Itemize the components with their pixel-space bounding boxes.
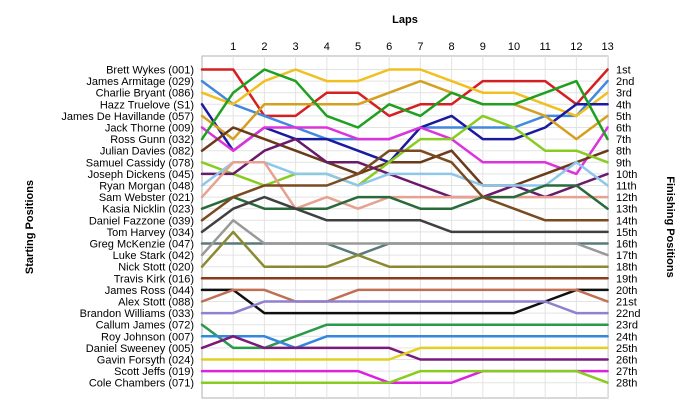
finishing-position-labels: 1st2nd3rd4th5th6th7th8th9th10th11th12th1… bbox=[616, 65, 640, 390]
finishing-position-label: 13th bbox=[616, 204, 637, 216]
series-line-8 bbox=[200, 126, 609, 187]
series-line-17 bbox=[200, 219, 609, 257]
lap-tick-label: 12 bbox=[570, 41, 582, 53]
starting-position-label: Ross Gunn (032) bbox=[110, 134, 194, 146]
lap-tick-label: 1 bbox=[230, 41, 236, 53]
finishing-position-label: 21st bbox=[616, 297, 637, 309]
finishing-position-label: 11th bbox=[616, 181, 637, 193]
lap-tick-label: 13 bbox=[601, 41, 613, 53]
series-line-10 bbox=[200, 137, 609, 199]
starting-position-label: James Ross (044) bbox=[105, 285, 194, 297]
lap-tick-label: 10 bbox=[508, 41, 520, 53]
finishing-position-label: 24th bbox=[616, 331, 637, 343]
series-line-20 bbox=[200, 288, 609, 315]
finishing-position-label: 10th bbox=[616, 169, 637, 181]
finishing-position-label: 1st bbox=[616, 65, 631, 77]
series-line-11 bbox=[200, 161, 609, 187]
finishing-position-label: 8th bbox=[616, 146, 631, 158]
finishing-position-label: 22nd bbox=[616, 308, 640, 320]
starting-position-label: Travis Kirk (016) bbox=[114, 273, 194, 285]
lap-tick-label: 4 bbox=[324, 41, 330, 53]
starting-position-label: Charlie Bryant (086) bbox=[96, 88, 194, 100]
series-line-7 bbox=[200, 68, 609, 141]
starting-position-label: Daniel Fazzone (039) bbox=[89, 215, 194, 227]
series-line-18 bbox=[200, 230, 609, 268]
starting-position-label: Nick Stott (020) bbox=[118, 262, 194, 274]
starting-position-label: Roy Johnson (007) bbox=[101, 331, 194, 343]
series-line-28 bbox=[200, 369, 609, 384]
starting-position-label: Brett Wykes (001) bbox=[106, 65, 194, 77]
finishing-position-label: 7th bbox=[616, 134, 631, 146]
series-line-12 bbox=[200, 161, 609, 210]
starting-position-label: Jack Thorne (009) bbox=[105, 123, 194, 135]
right-axis-title: Finishing Positions bbox=[664, 176, 676, 277]
lap-tick-label: 6 bbox=[386, 41, 392, 53]
series-line-24 bbox=[200, 335, 609, 350]
finishing-position-label: 27th bbox=[616, 366, 637, 378]
series-line-3 bbox=[200, 68, 609, 118]
finishing-position-label: 4th bbox=[616, 99, 631, 111]
finishing-position-label: 9th bbox=[616, 157, 631, 169]
starting-position-labels: Brett Wykes (001)James Armitage (029)Cha… bbox=[61, 65, 194, 390]
starting-position-label: Luke Stark (042) bbox=[113, 250, 194, 262]
finishing-position-label: 26th bbox=[616, 355, 637, 367]
finishing-position-label: 2nd bbox=[616, 76, 634, 88]
starting-position-label: Joseph Dickens (045) bbox=[88, 169, 194, 181]
series-line-6 bbox=[200, 126, 609, 176]
finishing-position-label: 16th bbox=[616, 239, 637, 251]
lap-tick-label: 8 bbox=[449, 41, 455, 53]
starting-position-label: Cole Chambers (071) bbox=[89, 378, 194, 390]
starting-position-label: Hazz Truelove (S1) bbox=[100, 99, 194, 111]
starting-position-label: Daniel Sweeney (005) bbox=[86, 343, 194, 355]
starting-position-label: Kasia Nicklin (023) bbox=[102, 204, 194, 216]
starting-position-label: Samuel Cassidy (078) bbox=[86, 157, 194, 169]
finishing-position-label: 14th bbox=[616, 215, 637, 227]
series-line-21 bbox=[200, 288, 609, 303]
finishing-position-label: 28th bbox=[616, 378, 637, 390]
x-axis-title: Laps bbox=[392, 14, 418, 26]
lap-tick-label: 3 bbox=[293, 41, 299, 53]
series-line-5 bbox=[200, 79, 609, 141]
series-line-22 bbox=[200, 300, 609, 315]
series-line-23 bbox=[200, 323, 609, 350]
lap-tick-labels: 1 2 3 4 5 6 7 8 9 10 11 12 13 bbox=[230, 41, 614, 53]
starting-position-label: Alex Stott (088) bbox=[118, 297, 194, 309]
finishing-position-label: 19th bbox=[616, 273, 637, 285]
lap-tick-label: 9 bbox=[480, 41, 486, 53]
starting-position-label: Gavin Forsyth (024) bbox=[97, 355, 194, 367]
lap-tick-label: 7 bbox=[417, 41, 423, 53]
finishing-position-label: 6th bbox=[616, 123, 631, 135]
finishing-position-label: 5th bbox=[616, 111, 631, 123]
finishing-position-label: 3rd bbox=[616, 88, 632, 100]
starting-position-label: Brandon Williams (033) bbox=[80, 308, 194, 320]
finishing-position-label: 20th bbox=[616, 285, 637, 297]
finishing-position-label: 17th bbox=[616, 250, 637, 262]
starting-position-label: Greg McKenzie (047) bbox=[89, 239, 194, 251]
lap-tick-label: 11 bbox=[539, 41, 550, 53]
starting-position-label: Ryan Morgan (048) bbox=[99, 181, 194, 193]
series-line-26 bbox=[200, 346, 609, 361]
starting-position-label: Tom Harvey (034) bbox=[107, 227, 194, 239]
finishing-position-label: 15th bbox=[616, 227, 637, 239]
starting-position-label: James De Havillande (057) bbox=[61, 111, 194, 123]
left-axis-title: Starting Positions bbox=[24, 180, 36, 274]
series-lines bbox=[200, 68, 609, 384]
starting-position-label: Scott Jeffs (019) bbox=[114, 366, 194, 378]
starting-position-label: Callum James (072) bbox=[96, 320, 194, 332]
series-line-13 bbox=[200, 184, 609, 210]
lap-tick-label: 2 bbox=[261, 41, 267, 53]
lap-tick-label: 5 bbox=[355, 41, 361, 53]
starting-position-label: James Armitage (029) bbox=[86, 76, 194, 88]
series-line-4 bbox=[200, 103, 609, 164]
finishing-position-label: 23rd bbox=[616, 320, 638, 332]
finishing-position-label: 12th bbox=[616, 192, 637, 204]
finishing-position-label: 18th bbox=[616, 262, 637, 274]
starting-position-label: Sam Webster (021) bbox=[99, 192, 194, 204]
series-line-15 bbox=[200, 195, 609, 234]
finishing-position-label: 25th bbox=[616, 343, 637, 355]
series-line-14 bbox=[200, 149, 609, 222]
starting-position-label: Julian Davies (082) bbox=[100, 146, 194, 158]
